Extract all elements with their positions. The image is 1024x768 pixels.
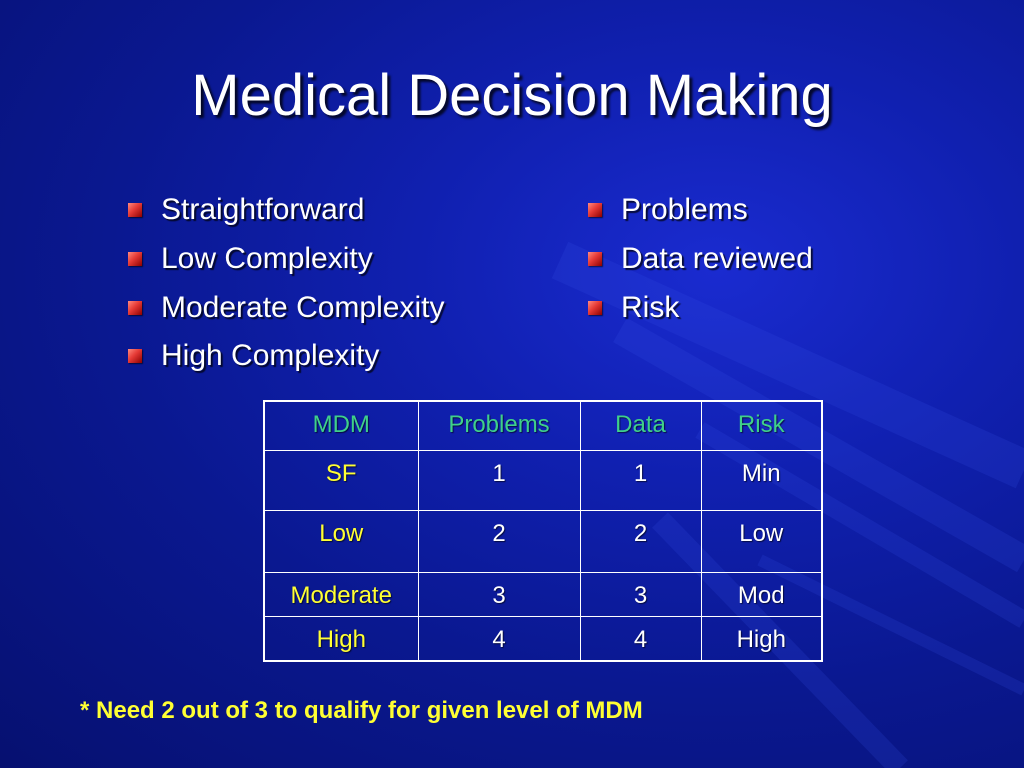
- table-cell: Mod: [700, 572, 823, 617]
- bullet-square-icon: [588, 203, 602, 218]
- list-item: Low Complexity: [128, 235, 444, 284]
- table-cell: 4: [579, 616, 702, 661]
- row-label: Low: [263, 510, 419, 573]
- footnote: * Need 2 out of 3 to qualify for given l…: [80, 697, 643, 724]
- list-item: Data reviewed: [588, 235, 813, 284]
- mdm-table: MDM Problems Data Risk SF 1 1 Min Low 2 …: [263, 400, 823, 662]
- table-row: Low 2 2 Low: [263, 510, 823, 573]
- list-item-label: Low Complexity: [161, 242, 373, 276]
- table-cell: 3: [579, 572, 702, 617]
- bullet-square-icon: [128, 300, 142, 315]
- table-cell: High: [700, 616, 823, 661]
- column-header-risk: Risk: [700, 400, 823, 451]
- list-item: Straightforward: [128, 186, 444, 235]
- table-row: High 4 4 High: [263, 616, 823, 661]
- table-cell: 2: [579, 510, 702, 573]
- column-header-data: Data: [579, 400, 702, 451]
- bullet-square-icon: [588, 252, 602, 267]
- list-item-label: Data reviewed: [621, 242, 813, 276]
- table-cell: Low: [700, 510, 823, 573]
- list-item-label: Straightforward: [161, 193, 365, 227]
- table-row: Moderate 3 3 Mod: [263, 572, 823, 617]
- list-item-label: Moderate Complexity: [161, 290, 445, 324]
- list-item-label: High Complexity: [161, 339, 380, 373]
- table-row: SF 1 1 Min: [263, 450, 823, 511]
- table-header-row: MDM Problems Data Risk: [263, 400, 823, 451]
- table-cell: Min: [700, 450, 823, 511]
- mdm-levels-list: Straightforward Low Complexity Moderate …: [128, 186, 444, 381]
- bullet-square-icon: [128, 349, 142, 364]
- list-item-label: Risk: [621, 290, 680, 324]
- row-label: SF: [263, 450, 419, 511]
- list-item: Risk: [588, 283, 813, 332]
- bullet-square-icon: [588, 300, 602, 315]
- column-header-mdm: MDM: [263, 400, 419, 451]
- row-label: High: [263, 616, 419, 661]
- table-cell: 4: [417, 616, 581, 661]
- list-item: Moderate Complexity: [128, 283, 444, 332]
- bullet-square-icon: [128, 203, 142, 218]
- mdm-components-list: Problems Data reviewed Risk: [588, 186, 813, 332]
- table-cell: 2: [417, 510, 581, 573]
- bullet-square-icon: [128, 252, 142, 267]
- table-cell: 1: [579, 450, 702, 511]
- column-header-problems: Problems: [417, 400, 581, 451]
- slide-title: Medical Decision Making: [191, 63, 833, 128]
- table-cell: 1: [417, 450, 581, 511]
- list-item: Problems: [588, 186, 813, 235]
- table-cell: 3: [417, 572, 581, 617]
- list-item-label: Problems: [621, 193, 748, 227]
- list-item: High Complexity: [128, 332, 444, 381]
- row-label: Moderate: [263, 572, 419, 617]
